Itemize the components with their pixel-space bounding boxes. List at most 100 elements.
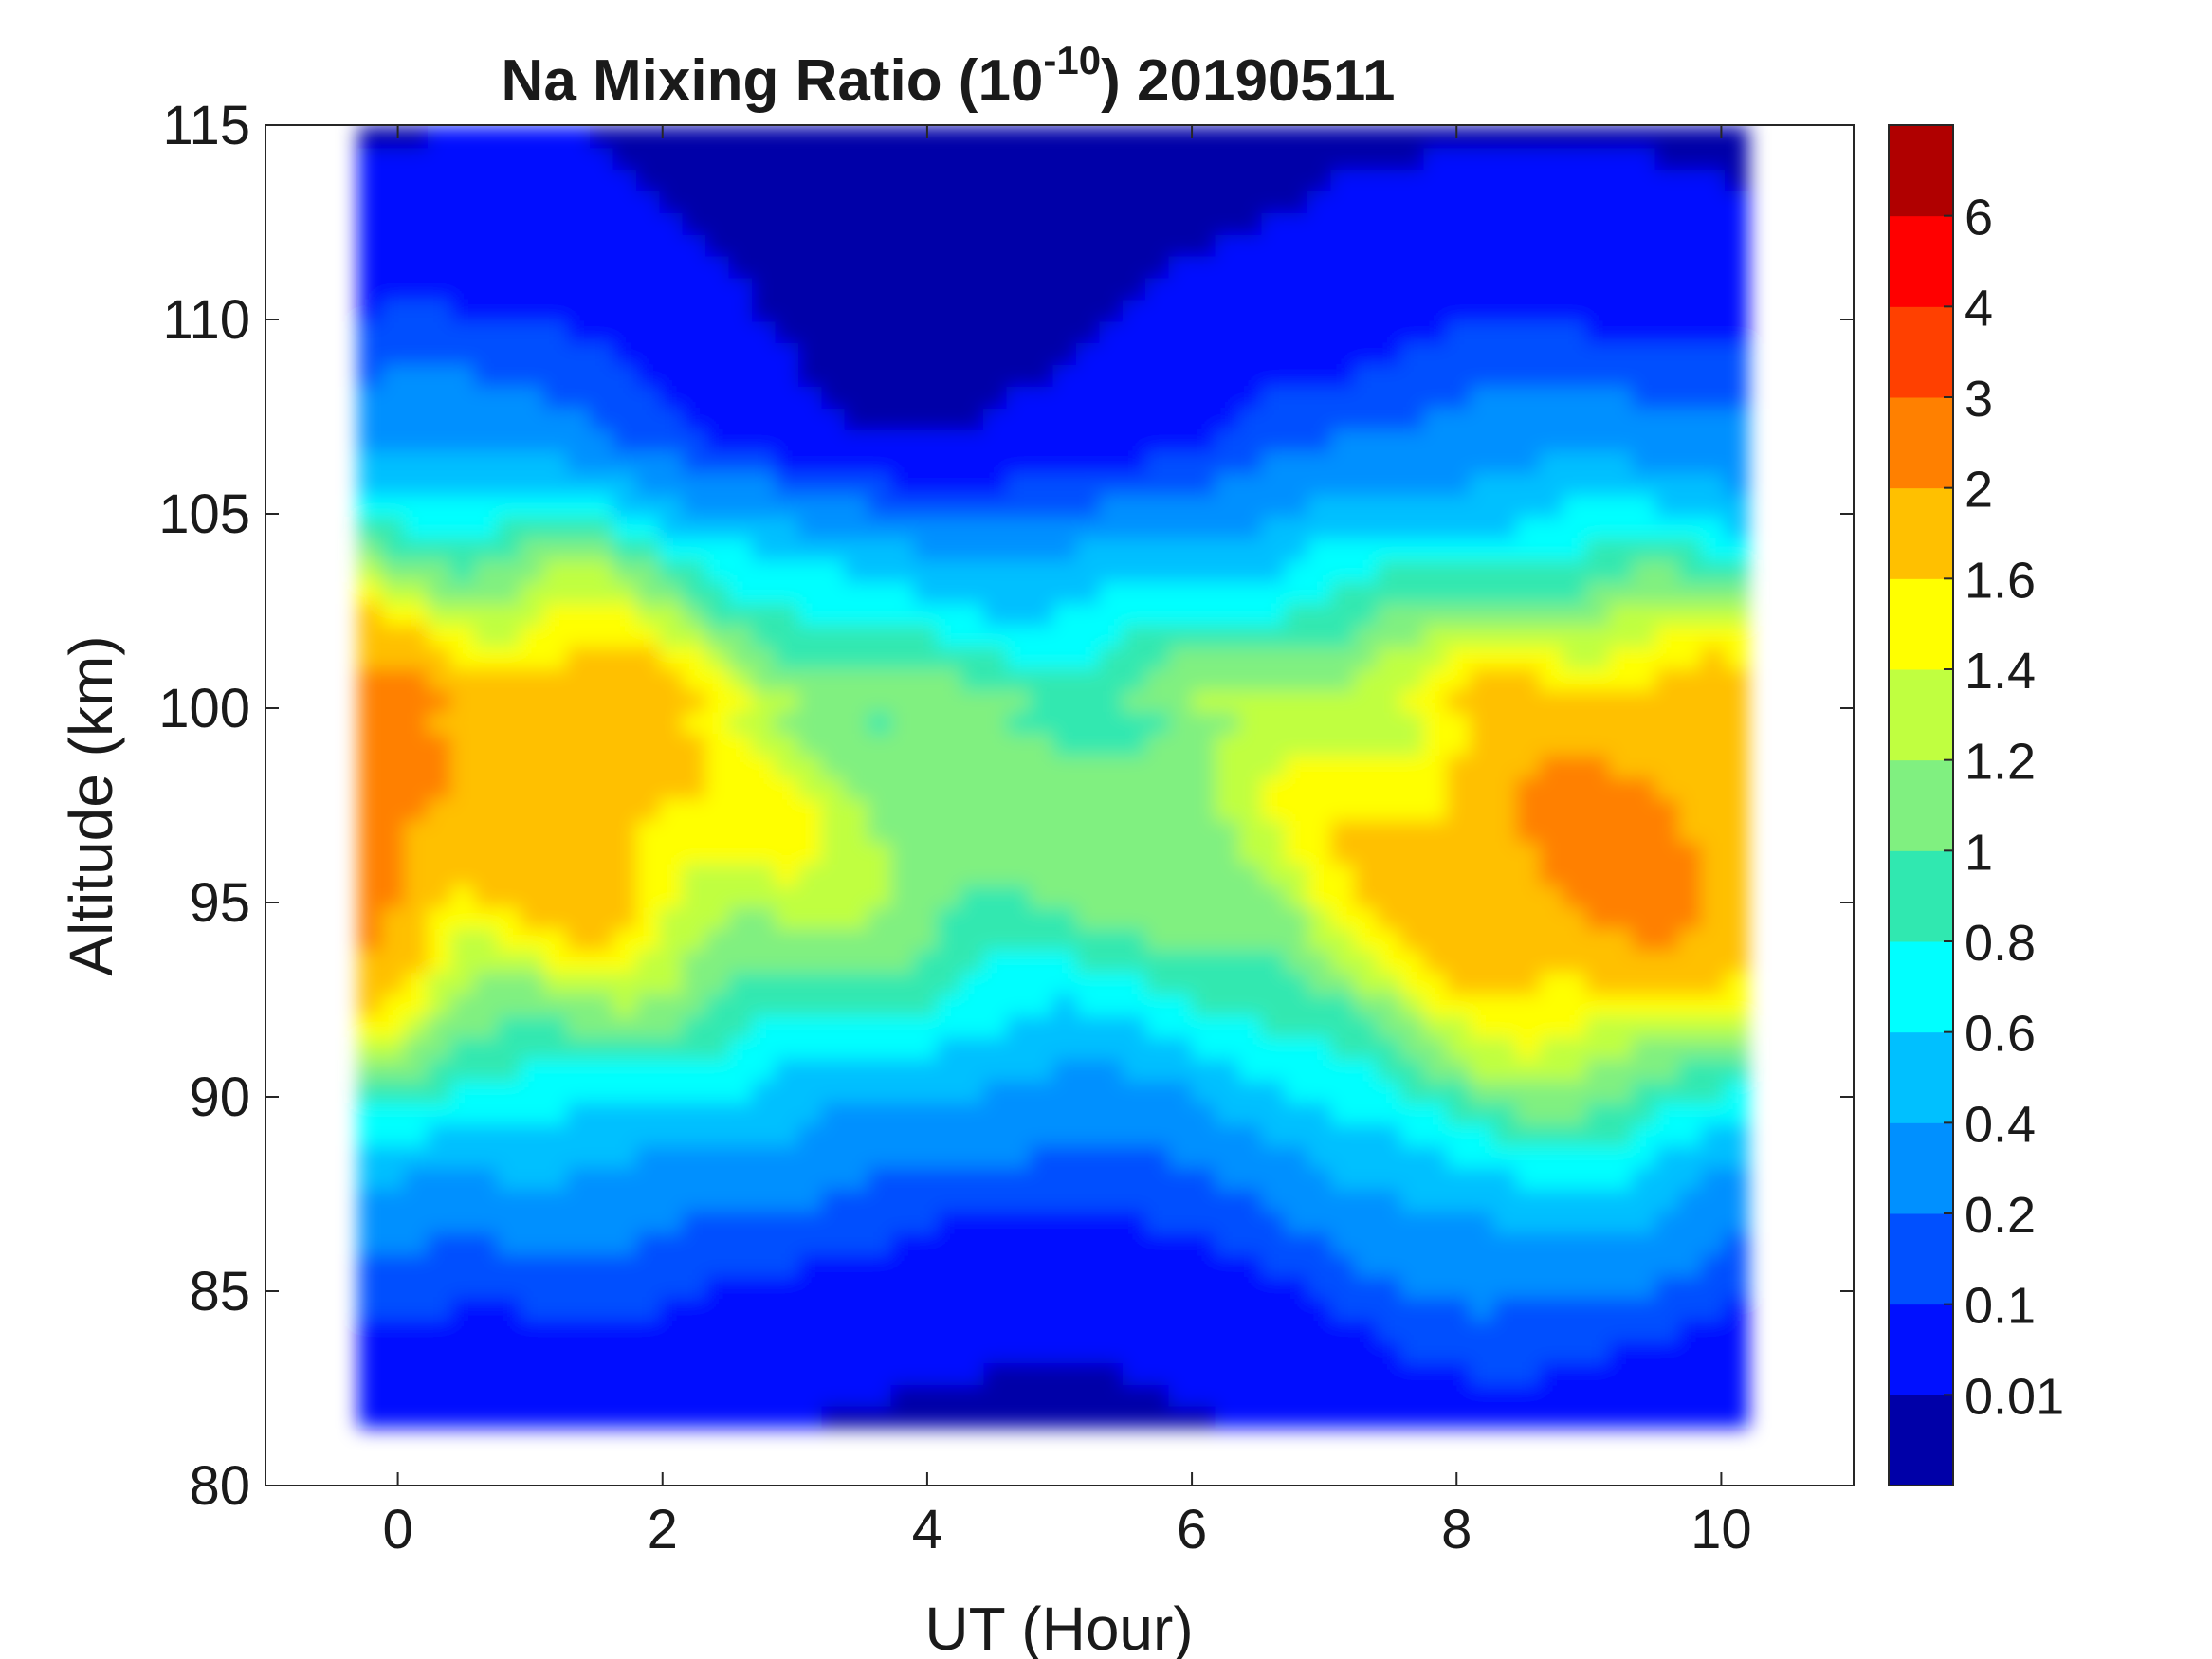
contour-cell	[1237, 1080, 1263, 1103]
contour-cell	[1516, 950, 1541, 973]
contour-cell	[404, 1123, 429, 1146]
contour-cell	[1237, 884, 1263, 908]
contour-cell	[497, 841, 521, 865]
contour-cell	[1261, 971, 1286, 994]
contour-cell	[427, 950, 452, 973]
contour-cell	[1492, 538, 1518, 561]
contour-cell	[960, 1123, 985, 1146]
contour-cell	[381, 1361, 406, 1385]
contour-cell	[1399, 277, 1425, 301]
contour-cell	[1192, 1231, 1216, 1255]
contour-cell	[1052, 191, 1077, 213]
contour-cell	[1330, 689, 1356, 713]
contour-cell	[775, 1405, 799, 1429]
contour-cell	[1377, 819, 1401, 843]
contour-cell	[520, 646, 545, 669]
contour-cell	[473, 364, 499, 388]
contour-cell	[450, 1036, 475, 1060]
contour-cell	[728, 494, 753, 518]
contour-cell	[520, 906, 545, 930]
contour-cell	[1237, 1253, 1263, 1277]
contour-cell	[1724, 1014, 1749, 1038]
contour-cell	[1632, 884, 1656, 908]
contour-cell	[497, 580, 521, 604]
contour-cell	[612, 1188, 637, 1212]
contour-cell	[1284, 624, 1309, 647]
contour-cell	[1539, 733, 1563, 757]
contour-cell	[1330, 797, 1356, 821]
contour-cell	[1030, 320, 1054, 344]
contour-cell	[1423, 950, 1448, 973]
contour-cell	[1724, 386, 1749, 409]
contour-cell	[1052, 147, 1077, 171]
contour-cell	[589, 971, 614, 994]
contour-cell	[682, 971, 707, 994]
contour-cell	[751, 1383, 777, 1407]
contour-cell	[1215, 755, 1239, 777]
contour-cell	[1632, 819, 1656, 843]
contour-cell	[1701, 1144, 1726, 1168]
contour-cell	[821, 342, 846, 366]
contour-cell	[1354, 472, 1379, 496]
contour-cell	[1261, 602, 1286, 626]
contour-cell	[1192, 255, 1216, 279]
contour-cell	[913, 1144, 939, 1168]
contour-cell	[1423, 255, 1448, 279]
contour-cell	[1585, 1405, 1610, 1429]
contour-cell	[589, 191, 614, 213]
contour-cell	[1516, 667, 1541, 691]
contour-cell	[473, 538, 499, 561]
contour-cell	[1539, 819, 1563, 843]
contour-cell	[983, 559, 1008, 582]
contour-cell	[1377, 1383, 1401, 1407]
contour-cell	[450, 1253, 475, 1277]
contour-cell	[1608, 1253, 1634, 1277]
contour-cell	[543, 428, 568, 452]
contour-cell	[821, 125, 846, 149]
contour-cell	[1145, 1036, 1170, 1060]
contour-cell	[1192, 950, 1216, 973]
contour-cell	[1446, 125, 1472, 149]
contour-cell	[868, 1297, 892, 1321]
contour-cell	[705, 125, 730, 149]
contour-cell	[983, 494, 1008, 518]
contour-cell	[821, 428, 846, 452]
contour-cell	[1654, 169, 1680, 192]
contour-cell	[450, 733, 475, 757]
contour-cell	[1608, 841, 1634, 865]
contour-cell	[357, 928, 383, 952]
contour-cell	[612, 1253, 637, 1277]
contour-cell	[1145, 428, 1170, 452]
contour-cell	[1608, 364, 1634, 388]
contour-cell	[1030, 863, 1054, 886]
contour-cell	[1354, 1275, 1379, 1299]
contour-cell	[1608, 1231, 1634, 1255]
contour-cell	[983, 971, 1008, 994]
contour-cell	[1632, 1058, 1656, 1082]
contour-cell	[1470, 211, 1494, 235]
contour-cell	[844, 884, 869, 908]
contour-cell	[1030, 255, 1054, 279]
contour-cell	[1562, 775, 1587, 799]
contour-cell	[1470, 1383, 1494, 1407]
contour-cell	[1237, 1340, 1263, 1363]
contour-cell	[1168, 1058, 1194, 1082]
contour-cell	[1516, 711, 1541, 735]
contour-cell	[797, 277, 823, 301]
contour-cell	[797, 667, 823, 691]
contour-cell	[983, 211, 1008, 235]
contour-cell	[1399, 428, 1425, 452]
colorbar-segment	[1889, 306, 1953, 398]
contour-cell	[937, 559, 961, 582]
contour-cell	[844, 1036, 869, 1060]
contour-cell	[1237, 494, 1263, 518]
contour-cell	[1354, 1144, 1379, 1168]
contour-cell	[1399, 1014, 1425, 1038]
contour-cell	[1192, 1405, 1216, 1429]
contour-cell	[1470, 472, 1494, 496]
contour-cell	[589, 1102, 614, 1125]
contour-cell	[728, 1036, 753, 1060]
contour-cell	[427, 906, 452, 930]
contour-cell	[1192, 1383, 1216, 1407]
contour-cell	[1261, 191, 1286, 213]
